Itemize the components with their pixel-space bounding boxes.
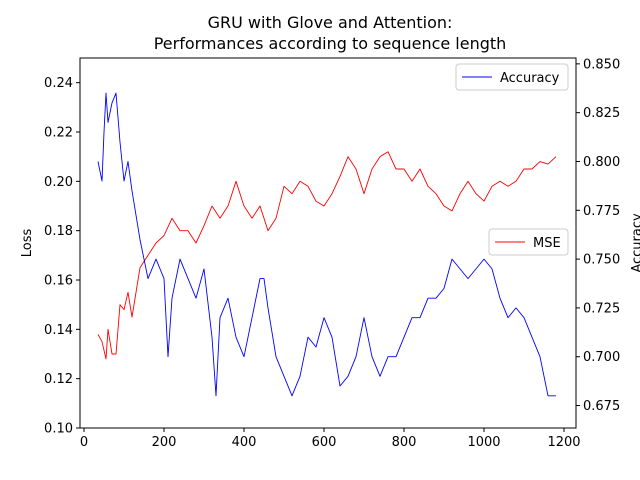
- legend-accuracy: Accuracy: [455, 63, 569, 91]
- y-right-tick-label: 0.725: [583, 301, 620, 316]
- y-left-tick-label: 0.20: [44, 175, 73, 190]
- y-right-tick-label: 0.825: [583, 106, 620, 121]
- y-right-tick-label: 0.850: [583, 57, 620, 72]
- legend-mse-box: [488, 228, 569, 256]
- y-left-tick-label: 0.14: [44, 323, 73, 338]
- legend-mse: MSE: [488, 228, 569, 256]
- y-left-tick-label: 0.10: [44, 422, 73, 437]
- legend-accuracy-label: Accuracy: [500, 71, 560, 86]
- y-left-tick-label: 0.16: [44, 274, 73, 289]
- x-tick-label: 1200: [547, 435, 580, 450]
- y-left-tick-label: 0.12: [44, 372, 73, 387]
- x-tick-label: 1000: [467, 435, 500, 450]
- y-left-axis: 0.10 0.12 0.14 0.16 0.18 0.20 0.22 0.24: [44, 76, 80, 437]
- x-tick-label: 800: [392, 435, 417, 450]
- x-axis: 0 200 400 600 800 1000 1200: [80, 428, 581, 450]
- legend-mse-label: MSE: [533, 236, 561, 251]
- chart-title-line-2: Performances according to sequence lengt…: [154, 34, 507, 53]
- y-right-tick-label: 0.775: [583, 204, 620, 219]
- x-tick-label: 600: [312, 435, 337, 450]
- chart-title-line-1: GRU with Glove and Attention:: [208, 13, 453, 32]
- y-left-tick-label: 0.22: [44, 126, 73, 141]
- y-right-tick-label: 0.750: [583, 253, 620, 268]
- y-left-tick-label: 0.18: [44, 224, 73, 239]
- y-right-tick-label: 0.675: [583, 399, 620, 414]
- x-tick-label: 0: [80, 435, 88, 450]
- y-right-axis-label: Accuracy: [630, 213, 640, 273]
- y-right-tick-label: 0.800: [583, 155, 620, 170]
- y-left-axis-label: Loss: [20, 229, 35, 258]
- legend-accuracy-box: [455, 63, 569, 91]
- series-line-mse: [97, 151, 557, 360]
- y-right-axis: 0.675 0.700 0.725 0.750 0.775 0.800 0.825 0.850: [576, 57, 620, 414]
- x-tick-label: 400: [232, 435, 257, 450]
- y-right-tick-label: 0.700: [583, 350, 620, 365]
- plot-frame: [79, 57, 577, 429]
- series-line-accuracy: [97, 92, 556, 397]
- x-tick-label: 200: [152, 435, 177, 450]
- series-layer: [97, 92, 557, 397]
- y-left-tick-label: 0.24: [44, 76, 73, 91]
